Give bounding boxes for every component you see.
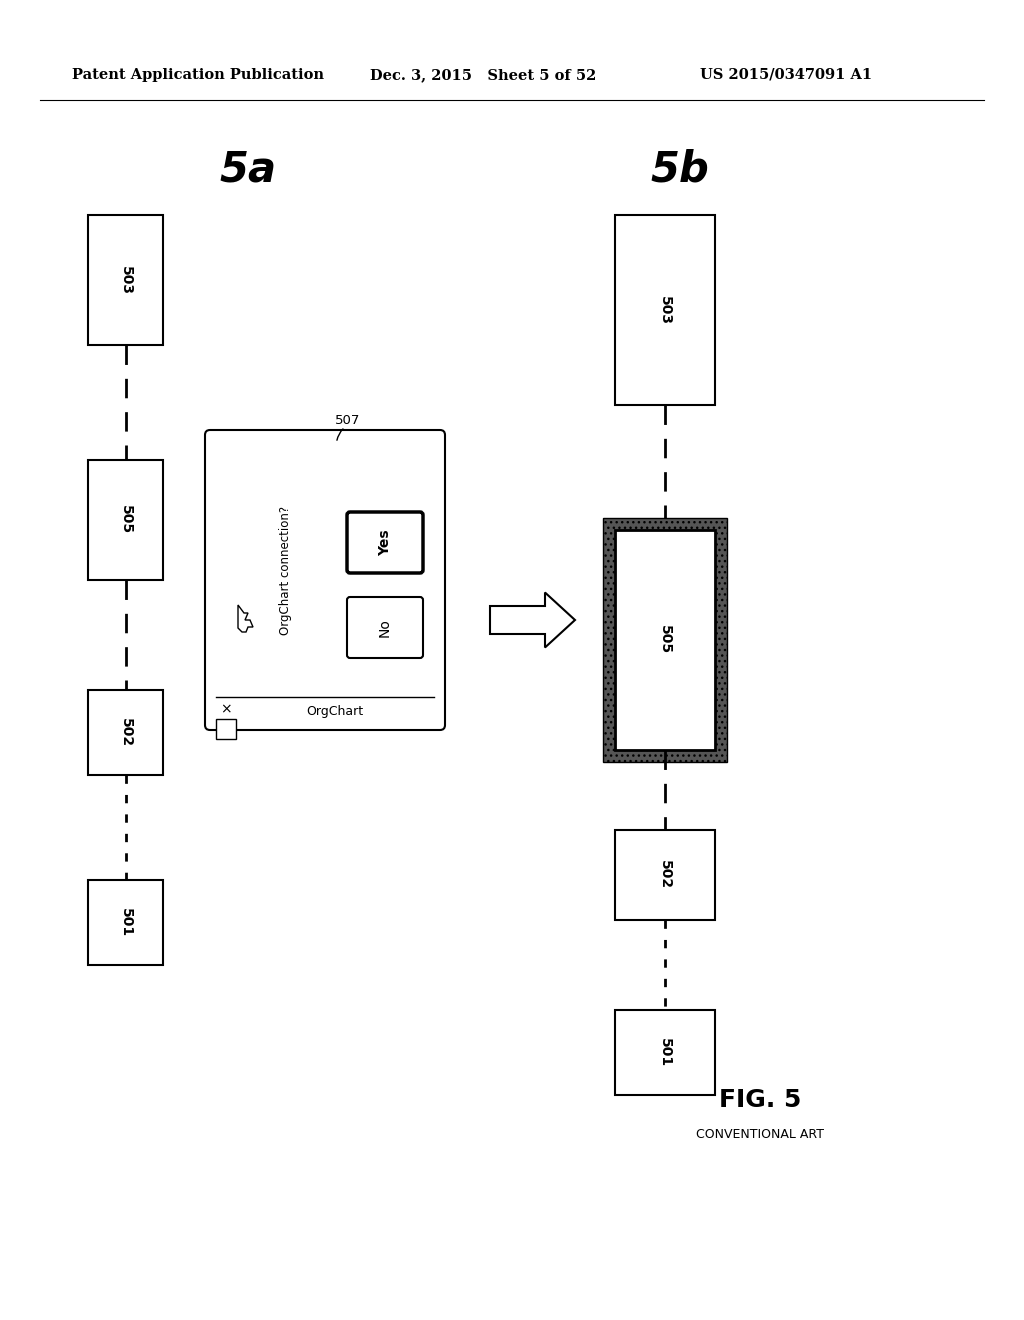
Text: US 2015/0347091 A1: US 2015/0347091 A1	[700, 69, 872, 82]
Bar	[88, 690, 163, 775]
Bar	[603, 517, 727, 762]
Text: Yes: Yes	[378, 529, 392, 556]
Bar	[88, 459, 163, 579]
Text: OrgChart: OrgChart	[306, 705, 364, 718]
Text: OrgChart connection?: OrgChart connection?	[279, 506, 292, 635]
Bar	[615, 215, 715, 405]
Text: CONVENTIONAL ART: CONVENTIONAL ART	[696, 1129, 824, 1142]
Bar	[216, 719, 236, 739]
Text: 5a: 5a	[219, 149, 276, 191]
Text: 507: 507	[335, 413, 360, 426]
FancyBboxPatch shape	[347, 597, 423, 657]
Bar	[615, 830, 715, 920]
Text: 501: 501	[658, 1038, 672, 1067]
Text: FIG. 5: FIG. 5	[719, 1088, 801, 1111]
Text: 501: 501	[119, 908, 132, 937]
Bar	[615, 531, 715, 750]
Text: Patent Application Publication: Patent Application Publication	[72, 69, 324, 82]
Text: 505: 505	[119, 506, 132, 535]
Bar	[603, 517, 727, 762]
Text: 502: 502	[658, 861, 672, 890]
Polygon shape	[238, 605, 253, 632]
Text: 503: 503	[658, 296, 672, 325]
Bar	[88, 880, 163, 965]
Text: 502: 502	[119, 718, 132, 747]
Text: ×: ×	[220, 702, 231, 715]
Text: 5b: 5b	[650, 149, 710, 191]
Text: 503: 503	[119, 265, 132, 294]
FancyBboxPatch shape	[347, 512, 423, 573]
Bar	[88, 215, 163, 345]
FancyBboxPatch shape	[205, 430, 445, 730]
Text: No: No	[378, 618, 392, 638]
Bar	[615, 1010, 715, 1096]
Text: Dec. 3, 2015   Sheet 5 of 52: Dec. 3, 2015 Sheet 5 of 52	[370, 69, 596, 82]
Text: 505: 505	[658, 626, 672, 655]
Polygon shape	[490, 593, 575, 648]
